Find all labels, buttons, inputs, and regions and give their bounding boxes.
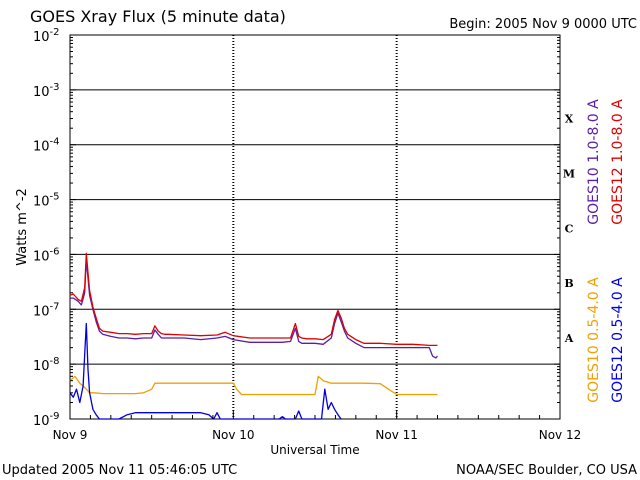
flare-class-label: A [564, 332, 574, 345]
chart-title: GOES Xray Flux (5 minute data) [30, 7, 286, 26]
y-tick-exponent: -8 [50, 356, 60, 367]
y-tick-label: 10-9 [33, 411, 60, 429]
y-tick-label: 10-4 [33, 137, 60, 155]
y-tick-base: 10 [33, 249, 50, 264]
y-tick-exponent: -3 [50, 82, 60, 93]
flare-class-label: B [564, 277, 573, 290]
updated-time: Updated 2005 Nov 11 05:46:05 UTC [2, 463, 237, 478]
legend-entry: GOES10 0.5-4.0 A [586, 277, 602, 403]
y-tick-exponent: -4 [50, 137, 60, 148]
x-tick-label: Nov 9 [53, 428, 88, 442]
legend-entry: GOES12 0.5-4.0 A [610, 277, 626, 403]
y-tick-exponent: -2 [50, 27, 60, 38]
legend-entry: GOES12 1.0-8.0 A [610, 99, 626, 225]
series-line [69, 322, 342, 420]
flare-class-label: M [563, 167, 575, 180]
plot-area [69, 34, 561, 420]
series-line [69, 375, 438, 396]
y-tick-exponent: -7 [50, 301, 60, 312]
y-tick-base: 10 [33, 414, 50, 429]
x-tick-label: Nov 10 [212, 428, 255, 442]
y-tick-label: 10-8 [33, 356, 60, 374]
series-layer [69, 252, 438, 420]
legend-entry: GOES10 1.0-8.0 A [586, 99, 602, 225]
y-tick-label: 10-5 [33, 192, 60, 210]
y-tick-exponent: -6 [50, 246, 60, 257]
grid [70, 34, 560, 420]
legend: GOES10 1.0-8.0 A GOES12 1.0-8.0 A GOES10 0… [586, 99, 626, 403]
x-tick-label: Nov 11 [375, 428, 418, 442]
y-tick-exponent: -9 [50, 411, 60, 422]
y-tick-base: 10 [33, 359, 50, 374]
y-tick-base: 10 [33, 85, 50, 100]
flare-class-label: X [565, 113, 574, 126]
begin-time: Begin: 2005 Nov 9 0000 UTC [449, 17, 637, 32]
y-tick-base: 10 [33, 195, 50, 210]
x-axis-label: Universal Time [270, 443, 359, 457]
source-credit: NOAA/SEC Boulder, CO USA [456, 463, 637, 478]
series-line [69, 252, 438, 347]
series-line [70, 259, 438, 359]
y-axis-label: Watts m^-2 [15, 188, 30, 266]
x-tick-label: Nov 12 [539, 428, 582, 442]
flare-class-label: C [565, 222, 574, 235]
y-tick-base: 10 [33, 140, 50, 155]
y-tick-base: 10 [33, 30, 50, 45]
y-tick-label: 10-3 [33, 82, 60, 100]
y-tick-label: 10-6 [33, 246, 60, 264]
y-axis-label-text: Watts m^-2 [15, 188, 30, 266]
y-tick-label: 10-7 [33, 301, 60, 319]
y-tick-base: 10 [33, 304, 50, 319]
y-tick-exponent: -5 [50, 192, 60, 203]
y-tick-label: 10-2 [33, 27, 60, 45]
